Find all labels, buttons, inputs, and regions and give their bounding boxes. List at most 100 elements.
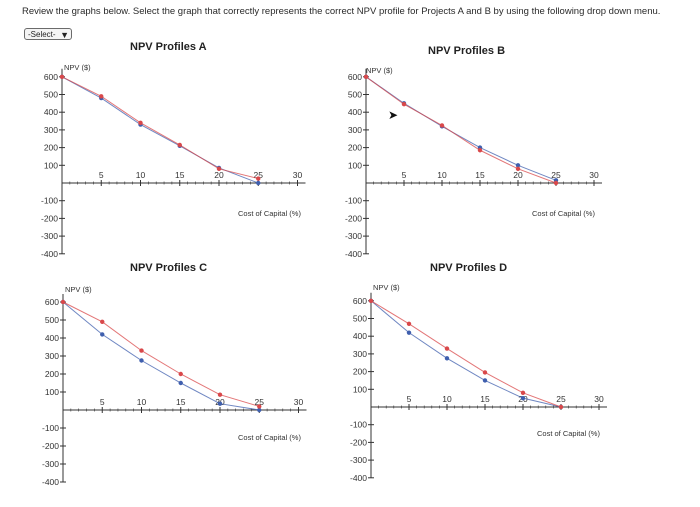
series-line-project-b (365, 76, 557, 184)
data-point (178, 380, 183, 386)
data-point (368, 298, 374, 303)
y-tick-label: 100 (44, 160, 58, 170)
x-axis-label: Cost of Capital (%) (238, 433, 301, 442)
y-tick-label: -400 (350, 473, 367, 483)
data-point (401, 102, 407, 107)
chart-title-c: NPV Profiles C (130, 262, 208, 274)
x-tick-label: 30 (293, 170, 303, 180)
data-point (256, 180, 261, 186)
x-tick-label: 5 (99, 170, 104, 180)
x-tick-label: 10 (437, 170, 447, 180)
y-tick-label: 100 (353, 384, 367, 394)
y-tick-label: -200 (345, 213, 362, 223)
data-point (444, 356, 450, 361)
data-point (216, 166, 222, 172)
y-tick-label: 500 (44, 90, 58, 100)
x-tick-label: 30 (594, 394, 604, 404)
series-line-project-a (61, 76, 259, 184)
series-line-project-a (365, 76, 557, 181)
data-point (520, 390, 526, 396)
data-point (515, 163, 521, 168)
y-tick-label: -400 (42, 477, 59, 487)
y-axis-label: NPV ($) (65, 285, 92, 294)
data-point (60, 299, 66, 305)
x-tick-label: 25 (551, 170, 561, 180)
x-tick-label: 15 (475, 170, 485, 180)
npv-chart-3: 600 500 400 300 200 100 -100 -200 -300 -400 5 10 15 2… (350, 283, 607, 483)
y-tick-label: 100 (348, 160, 362, 170)
x-tick-label: 30 (294, 397, 304, 407)
y-axis-label: NPV ($) (373, 283, 400, 292)
series-line-project-b (61, 76, 259, 180)
data-point (444, 346, 450, 351)
npv-profile-dropdown[interactable]: -Select- ▼ (24, 28, 72, 40)
x-axis-label: Cost of Capital (%) (537, 429, 600, 438)
data-point (139, 348, 144, 353)
y-tick-label: 300 (348, 125, 362, 135)
x-tick-label: 25 (254, 170, 264, 180)
instruction-text: Review the graphs below. Select the grap… (22, 6, 661, 17)
y-tick-label: -100 (41, 196, 58, 206)
x-axis-label: Cost of Capital (%) (532, 209, 595, 218)
y-tick-label: -100 (350, 420, 367, 430)
data-point (256, 176, 261, 181)
x-axis-label: Cost of Capital (%) (238, 209, 301, 218)
data-point (520, 395, 526, 401)
data-point (217, 401, 223, 406)
y-tick-label: 200 (44, 143, 58, 153)
data-point (257, 404, 262, 409)
y-tick-label: 200 (353, 367, 367, 377)
data-point (217, 392, 223, 397)
series-line-project-a (62, 301, 260, 411)
chart-title-b: NPV Profiles B (428, 45, 506, 57)
data-point (138, 120, 143, 126)
y-tick-label: -400 (41, 249, 58, 259)
npv-chart-0: 600 500 400 300 200 100 -100 -200 -300 -400 5 10 15 2… (41, 63, 306, 259)
y-tick-label: -300 (345, 231, 362, 241)
y-tick-label: 300 (45, 351, 59, 361)
y-tick-label: -100 (42, 423, 59, 433)
x-tick-label: 5 (407, 394, 412, 404)
data-point (99, 94, 104, 99)
x-tick-label: 15 (480, 394, 490, 404)
x-tick-label: 10 (442, 394, 452, 404)
x-tick-label: 10 (136, 170, 146, 180)
data-point (553, 180, 559, 186)
y-tick-label: -200 (41, 213, 58, 223)
npv-chart-1: 600 500 400 300 200 100 -100 -200 -300 -400 5 10 15 2… (345, 66, 602, 259)
y-axis-label: NPV ($) (64, 63, 91, 72)
y-tick-label: 500 (353, 314, 367, 324)
y-tick-label: 300 (44, 125, 58, 135)
y-tick-label: 500 (45, 315, 59, 325)
chart-title-a: NPV Profiles A (130, 41, 207, 53)
data-point (178, 371, 183, 377)
x-tick-label: 25 (556, 394, 566, 404)
data-point (558, 404, 564, 410)
y-tick-label: 300 (353, 349, 367, 359)
data-point (100, 319, 105, 324)
data-point (439, 123, 445, 128)
x-tick-label: 20 (513, 170, 523, 180)
y-tick-label: 200 (45, 369, 59, 379)
data-point (59, 74, 65, 80)
y-tick-label: 100 (45, 387, 59, 397)
y-tick-label: -200 (350, 437, 367, 447)
y-tick-label: 600 (44, 72, 58, 82)
y-tick-label: 200 (348, 143, 362, 153)
chart-title-d: NPV Profiles D (430, 262, 508, 274)
data-point (477, 148, 483, 153)
y-tick-label: 400 (348, 107, 362, 117)
x-tick-label: 15 (176, 397, 186, 407)
data-point (515, 166, 521, 172)
y-axis-label: NPV ($) (366, 66, 393, 75)
y-tick-label: 600 (348, 72, 362, 82)
series-line-project-b (62, 301, 260, 407)
y-tick-label: -300 (350, 455, 367, 465)
data-point (363, 74, 369, 80)
y-tick-label: 400 (353, 331, 367, 341)
data-point (406, 330, 412, 335)
series-line-project-b (370, 300, 562, 408)
y-tick-label: -100 (345, 196, 362, 206)
x-tick-label: 15 (175, 170, 185, 180)
